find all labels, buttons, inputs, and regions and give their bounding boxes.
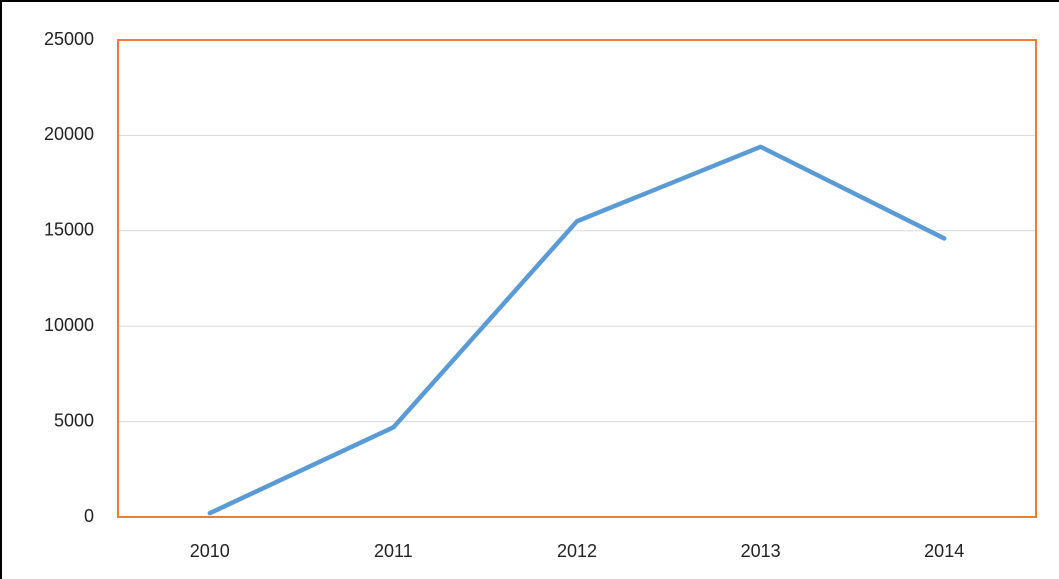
y-tick-label: 10000 <box>44 315 94 335</box>
x-tick-label: 2011 <box>374 541 413 561</box>
line <box>207 144 947 516</box>
x-tick-label: 2013 <box>741 541 781 561</box>
x-tick-label: 2010 <box>190 541 230 561</box>
y-tick-label: 25000 <box>44 29 94 49</box>
x-tick-label: 2012 <box>557 541 597 561</box>
plot-area <box>117 39 1037 518</box>
y-tick-label: 20000 <box>44 124 94 144</box>
y-tick-label: 0 <box>84 506 94 526</box>
y-tick-label: 5000 <box>54 410 94 430</box>
x-tick-label: 2014 <box>924 541 964 561</box>
y-tick-label: 15000 <box>44 220 94 240</box>
